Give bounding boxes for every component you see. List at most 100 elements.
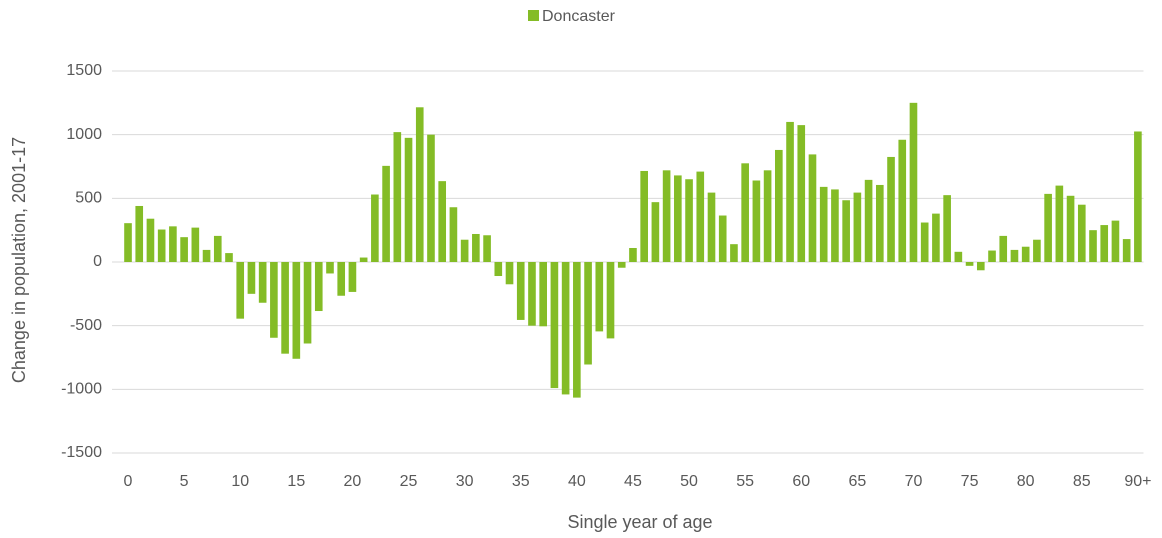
bar: [281, 262, 289, 354]
x-tick-label: 90+: [1124, 473, 1151, 490]
y-tick-label: 1500: [66, 62, 102, 79]
bar: [752, 180, 761, 262]
bar: [236, 262, 245, 319]
bar: [864, 179, 873, 262]
bar: [584, 262, 592, 365]
bar: [124, 223, 132, 262]
bar: [595, 262, 604, 332]
bar: [449, 207, 458, 262]
bar: [662, 170, 671, 262]
bar: [842, 200, 850, 262]
bar: [169, 226, 177, 262]
bar: [954, 251, 963, 262]
bar: [741, 163, 749, 262]
bar: [1111, 220, 1120, 262]
bar: [472, 233, 480, 262]
bar: [909, 102, 918, 262]
bar: [965, 262, 974, 266]
bar: [539, 262, 547, 327]
legend-swatch: [528, 10, 539, 21]
bar: [460, 239, 469, 262]
bar: [808, 154, 817, 262]
x-tick-label: 45: [624, 473, 642, 490]
bar: [326, 262, 334, 274]
bar: [853, 192, 862, 262]
x-tick-label: 25: [400, 473, 418, 490]
bar: [270, 262, 278, 338]
y-tick-label: -1500: [61, 444, 102, 461]
bar: [1089, 230, 1097, 262]
x-tick-label: 75: [961, 473, 979, 490]
bar: [427, 134, 435, 262]
bar: [180, 237, 188, 262]
bar: [157, 229, 166, 262]
bar: [314, 262, 323, 312]
bar: [786, 121, 794, 262]
bar: [393, 132, 402, 262]
bar: [629, 247, 637, 262]
bar: [1021, 246, 1030, 262]
bar: [247, 262, 256, 294]
bar: [528, 262, 536, 326]
bar: [606, 262, 615, 339]
bar: [685, 179, 693, 262]
x-tick-label: 20: [344, 473, 362, 490]
bar: [819, 186, 828, 262]
bar: [292, 262, 301, 359]
bar: [617, 262, 626, 268]
bar: [348, 262, 357, 292]
bar: [999, 235, 1008, 262]
bar: [494, 262, 503, 277]
legend-label: Doncaster: [542, 8, 616, 25]
bar: [943, 195, 951, 262]
x-tick-label: 65: [848, 473, 866, 490]
y-tick-label: 500: [75, 190, 102, 207]
bar: [415, 107, 424, 262]
bar: [1077, 204, 1086, 262]
bar: [1044, 193, 1052, 262]
x-tick-label: 30: [456, 473, 474, 490]
bar: [146, 218, 155, 262]
bar: [483, 235, 491, 262]
bar: [797, 125, 806, 262]
bar: [505, 262, 514, 285]
y-tick-label: 1000: [66, 126, 102, 143]
bar: [707, 192, 716, 262]
x-tick-label: 55: [736, 473, 754, 490]
bar: [191, 227, 200, 262]
bar: [371, 194, 379, 262]
bar: [775, 149, 783, 262]
bar: [932, 213, 940, 262]
bar: [651, 202, 660, 262]
bar: [258, 262, 267, 303]
x-tick-label: 10: [231, 473, 249, 490]
bar: [718, 215, 727, 262]
x-axis-title: Single year of age: [567, 512, 712, 532]
bar: [303, 262, 312, 344]
bar: [404, 137, 413, 262]
bar: [976, 262, 985, 271]
bar: [1134, 131, 1142, 262]
x-tick-label: 15: [287, 473, 305, 490]
bar: [382, 165, 390, 262]
x-tick-label: 85: [1073, 473, 1091, 490]
x-tick-label: 40: [568, 473, 586, 490]
bar: [1066, 195, 1075, 262]
bar: [213, 235, 222, 262]
bar: [573, 262, 581, 398]
bar: [1055, 185, 1064, 262]
bar: [696, 171, 705, 262]
y-tick-label: -500: [70, 317, 102, 334]
bar: [438, 181, 447, 262]
bar: [1122, 239, 1131, 262]
x-tick-label: 50: [680, 473, 698, 490]
bar: [875, 184, 884, 262]
bar: [730, 244, 738, 262]
bar: [359, 257, 368, 262]
bar: [561, 262, 570, 395]
bar: [225, 253, 233, 262]
bar: [1100, 225, 1109, 262]
bar: [550, 262, 559, 389]
